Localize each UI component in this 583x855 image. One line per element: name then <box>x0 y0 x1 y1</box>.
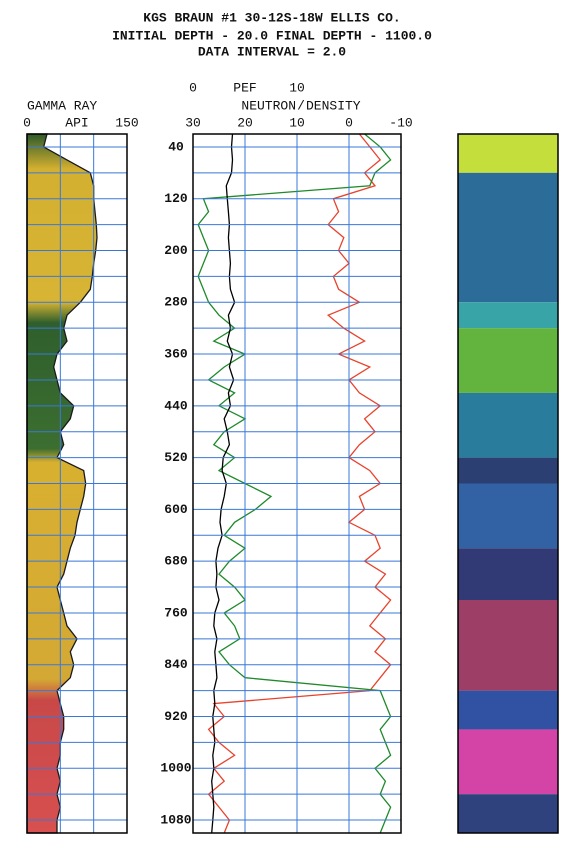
strip-band <box>458 392 558 458</box>
depth-label: 1080 <box>160 812 191 827</box>
depth-label: 680 <box>164 554 188 569</box>
x-tick-label: 0 <box>23 115 31 130</box>
x2-tick-label: 10 <box>289 80 305 95</box>
depth-label: 200 <box>164 243 188 258</box>
depth-label: 520 <box>164 450 188 465</box>
depth-label: 1000 <box>160 761 191 776</box>
legend-label: DENSITY <box>306 98 361 113</box>
track-frame <box>192 133 402 834</box>
depth-label: 280 <box>164 295 188 310</box>
depth-label: 760 <box>164 605 188 620</box>
strip-band <box>458 483 558 549</box>
strip-band <box>458 457 558 484</box>
subtitle: INITIAL DEPTH - 20.0 FINAL DEPTH - 1100.… <box>112 28 432 43</box>
strip-band <box>458 328 558 393</box>
depth-label: 120 <box>164 191 188 206</box>
depth-label: 440 <box>164 398 188 413</box>
legend-label: PEF <box>233 80 256 95</box>
depth-label: 360 <box>164 346 188 361</box>
strip-band <box>458 729 558 795</box>
strip-band <box>458 548 558 600</box>
legend-label: NEUTRON <box>241 98 296 113</box>
x-tick-label: -10 <box>389 115 412 130</box>
x-tick-label: 0 <box>345 115 353 130</box>
strip-band <box>458 134 558 173</box>
subtitle: DATA INTERVAL = 2.0 <box>198 44 346 59</box>
depth-label: 40 <box>168 139 184 154</box>
depth-label: 840 <box>164 657 188 672</box>
strip-frame <box>457 133 559 834</box>
strip-band <box>458 172 558 303</box>
track-name: GAMMA RAY <box>27 98 97 113</box>
legend-separator: / <box>297 98 305 113</box>
title: KGS BRAUN #1 30-12S-18W ELLIS CO. <box>143 10 400 25</box>
x-tick-label: 10 <box>289 115 305 130</box>
track-unit: API <box>65 115 88 130</box>
track-frame <box>26 133 128 834</box>
x2-tick-label: 0 <box>189 80 197 95</box>
x-tick-label: 20 <box>237 115 253 130</box>
strip-band <box>458 794 558 833</box>
x-tick-label: 150 <box>115 115 138 130</box>
strip-band <box>458 690 558 730</box>
strip-band <box>458 600 558 691</box>
strip-band <box>458 302 558 329</box>
depth-label: 920 <box>164 709 188 724</box>
x-tick-label: 30 <box>185 115 201 130</box>
depth-label: 600 <box>164 502 188 517</box>
